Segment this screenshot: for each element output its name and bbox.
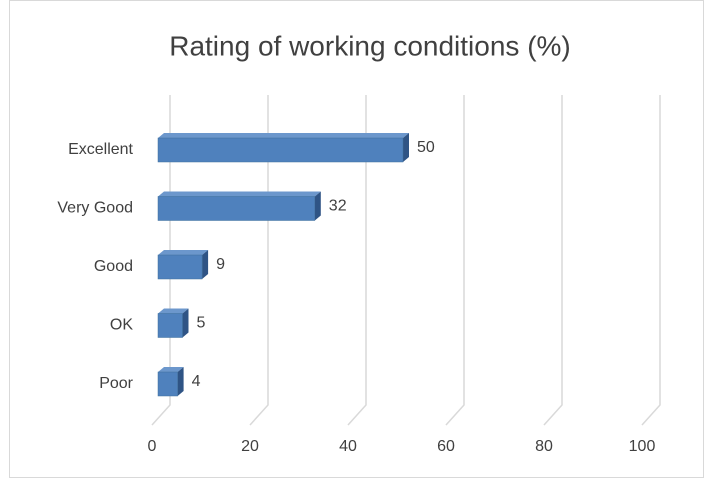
x-tick-label: 100 [629, 438, 656, 455]
x-tick-label: 20 [241, 438, 259, 455]
bar-top [158, 133, 409, 138]
x-tick-label: 40 [339, 438, 357, 455]
y-tick-label: Very Good [57, 200, 133, 217]
bar [157, 137, 404, 163]
bar-top [158, 250, 209, 255]
grid-line [347, 95, 367, 426]
y-tick-label: Good [94, 258, 133, 275]
value-label: 32 [329, 198, 347, 215]
bar [157, 371, 178, 397]
grid-line [641, 95, 661, 426]
x-tick-label: 80 [535, 438, 553, 455]
bar [157, 313, 183, 338]
bar-side [314, 191, 321, 221]
bar-side [202, 250, 209, 279]
y-tick-label: OK [110, 317, 133, 334]
grid-line [445, 95, 465, 426]
value-label: 9 [216, 256, 225, 273]
bar-side [177, 367, 184, 396]
bar-side [182, 308, 189, 338]
x-tick-label: 60 [437, 438, 455, 455]
chart-title: Rating of working conditions (%) [169, 30, 571, 61]
bar-top [158, 191, 321, 197]
value-label: 5 [197, 315, 206, 332]
bar-top [158, 308, 189, 314]
bar [157, 254, 203, 280]
chart-border [9, 0, 704, 478]
x-tick-label: 0 [148, 438, 157, 455]
bar-side [403, 133, 409, 162]
bar-top [158, 367, 184, 372]
value-label: 4 [192, 373, 201, 390]
y-tick-label: Excellent [68, 141, 133, 158]
grid-line [543, 95, 563, 426]
y-tick-label: Poor [99, 375, 133, 392]
value-label: 50 [417, 139, 435, 156]
bar [157, 196, 316, 221]
